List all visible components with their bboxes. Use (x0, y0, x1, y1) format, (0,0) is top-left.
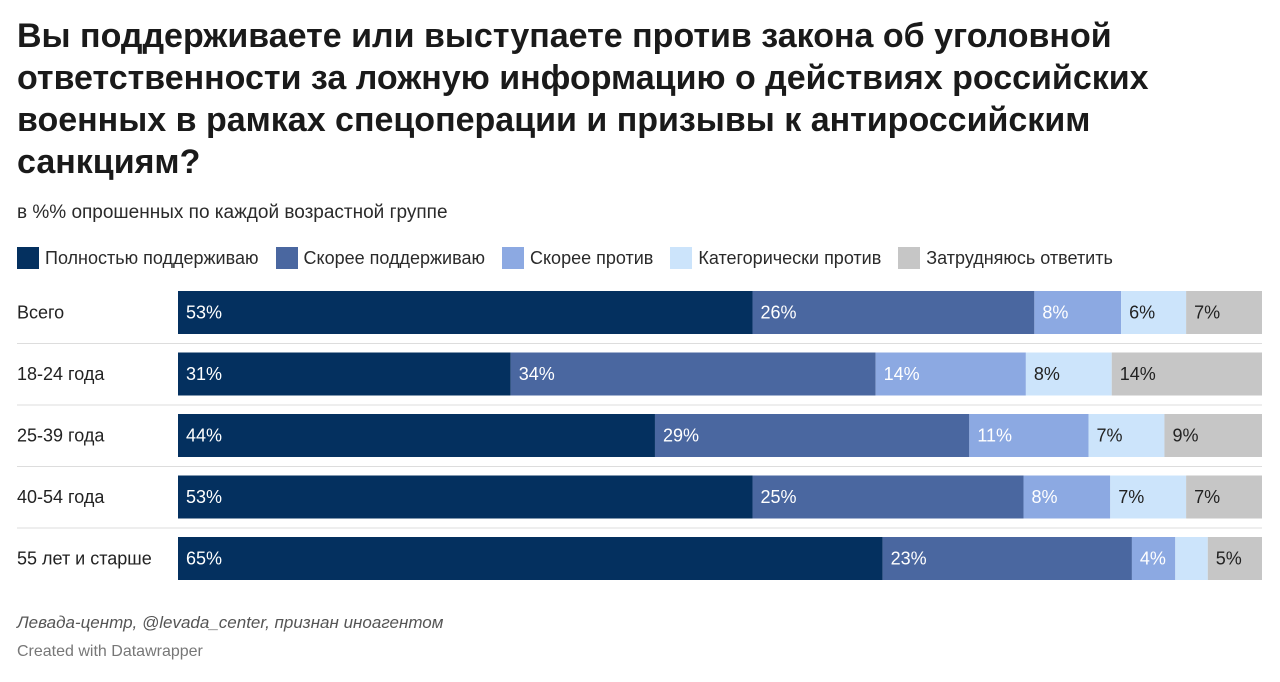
bar-segment (510, 352, 876, 396)
bar-value-label: 29% (663, 426, 699, 446)
bar-segment (1023, 475, 1111, 519)
bar-segment (1110, 475, 1187, 519)
bar-value-label: 7% (1194, 303, 1220, 323)
bar-value-label: 14% (1120, 364, 1156, 384)
bar-segment (1131, 537, 1176, 580)
bar-segment (1088, 414, 1165, 457)
bar-segment (1111, 352, 1262, 396)
bar-segment (178, 352, 511, 396)
legend-label: Скорее против (529, 247, 654, 268)
datawrapper-credit: Created with Datawrapper (17, 643, 203, 660)
bar-value-label: 31% (186, 364, 222, 384)
chart-legend: Полностью поддерживаю Скорее поддерживаю С… (17, 245, 1130, 271)
bar-value-label: 53% (186, 303, 222, 323)
bar-value-label: 34% (519, 364, 555, 384)
bar-value-label: 26% (761, 303, 797, 323)
bar-segment (875, 352, 1026, 396)
bar-value-label: 8% (1042, 303, 1068, 323)
source-note: Левада-центр, @levada_center, признан ин… (17, 613, 444, 632)
bar-segment (1164, 414, 1262, 457)
bar-value-label: 53% (186, 487, 222, 507)
bar-value-label: 6% (1129, 303, 1155, 323)
bar-value-label: 7% (1118, 487, 1144, 507)
bar-segment (1186, 291, 1262, 334)
bar-value-label: 25% (761, 487, 797, 507)
legend-item: Скорее поддерживаю (275, 247, 485, 269)
legend-swatch (501, 247, 524, 269)
bar-segment (178, 537, 883, 580)
legend-label: Затрудняюсь ответить (926, 247, 1113, 268)
bar-value-label: 4% (1140, 549, 1166, 569)
bar-segment (882, 537, 1132, 580)
legend-swatch (275, 247, 298, 269)
legend-label: Скорее поддерживаю (303, 247, 485, 268)
row-label: 55 лет и старше (17, 549, 152, 569)
chart-subtitle: в %% опрошенных по каждой возрастной гру… (17, 202, 448, 223)
bar-value-label: 8% (1034, 364, 1060, 384)
bar-segment (178, 414, 655, 457)
legend-label: Категорически против (698, 247, 882, 268)
row-label: Всего (17, 303, 64, 323)
bar-value-label: 65% (186, 549, 222, 569)
bar-segment (1121, 291, 1187, 334)
bar-segment (178, 475, 753, 519)
bar-value-label: 7% (1194, 487, 1220, 507)
legend-item: Полностью поддерживаю (17, 247, 259, 269)
legend-swatch (17, 247, 39, 269)
legend-item: Категорически против (670, 247, 881, 269)
legend-swatch (898, 247, 921, 269)
bar-value-label: 9% (1172, 426, 1198, 446)
bar-segment (1175, 537, 1208, 580)
legend-label: Полностью поддерживаю (45, 247, 259, 268)
bar-value-label: 44% (186, 426, 222, 446)
bar-segment (969, 414, 1089, 457)
bar-segment (1025, 352, 1112, 396)
bar-segment (654, 414, 970, 457)
bar-segment (752, 475, 1024, 519)
legend-item: Скорее против (501, 247, 654, 269)
bar-segment (1207, 537, 1262, 580)
bar-segment (1186, 475, 1262, 519)
chart-title: Вы поддерживаете или выступаете против з… (17, 17, 1149, 181)
bar-value-label: 23% (891, 549, 927, 569)
bar-value-label: 7% (1097, 426, 1123, 446)
row-label: 18-24 года (17, 364, 105, 384)
bar-segment (752, 291, 1035, 334)
legend-item: Затрудняюсь ответить (898, 247, 1113, 269)
row-label: 40-54 года (17, 487, 105, 507)
bar-segment (178, 291, 753, 334)
bar-value-label: 11% (977, 426, 1012, 446)
bar-value-label: 8% (1032, 487, 1058, 507)
bar-value-label: 14% (884, 364, 920, 384)
stacked-bar-chart: Всего 53% 26% 8% 6% 7% 18-24 года 31% 34% 14% 8% 14… (17, 291, 1262, 580)
bar-segment (1034, 291, 1122, 334)
bar-value-label: 5% (1216, 549, 1242, 569)
row-label: 25-39 года (17, 426, 105, 446)
legend-swatch (670, 247, 693, 269)
